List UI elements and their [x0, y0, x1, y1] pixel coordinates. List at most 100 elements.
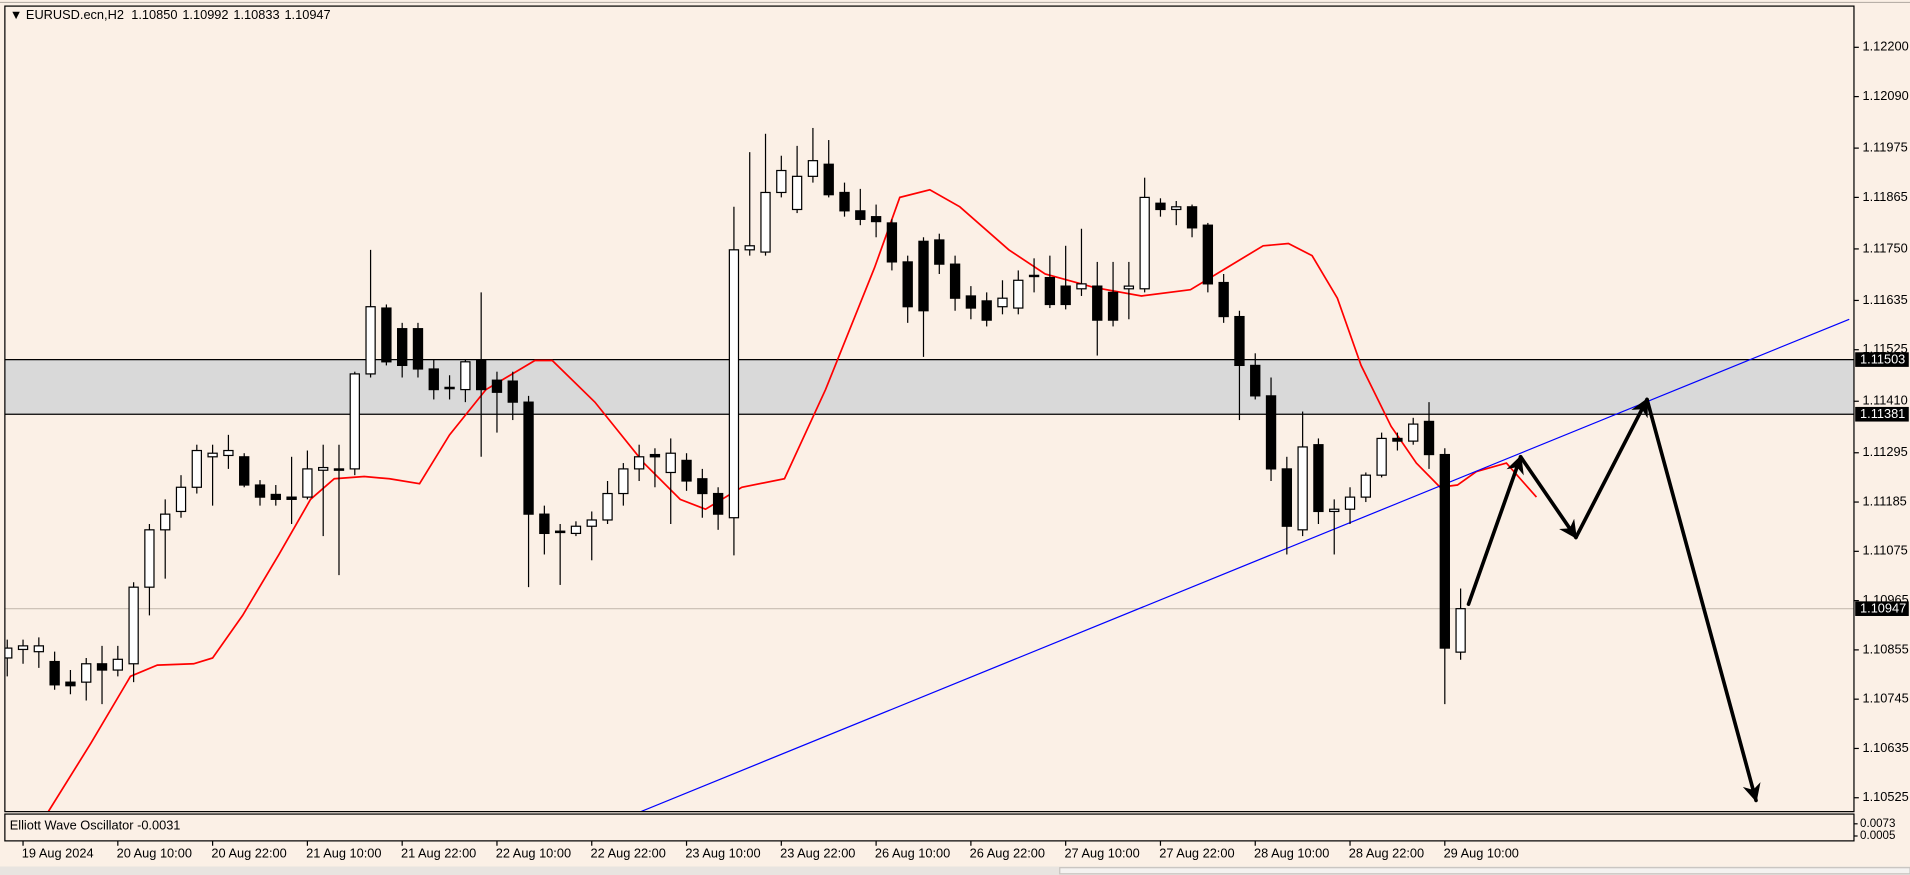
- candle-body: [397, 328, 408, 367]
- candle-body: [1408, 423, 1419, 442]
- candle-body: [4, 647, 13, 659]
- collapse-icon[interactable]: ▼: [10, 7, 26, 22]
- chart-header: ▼ EURUSD.ecn,H2 1.10850 1.10992 1.10833 1.10…: [10, 7, 331, 22]
- candle-body: [444, 386, 455, 390]
- candle-body: [1202, 224, 1214, 285]
- candle-body: [460, 361, 471, 391]
- price-tag-label: 1.11503: [1860, 352, 1905, 367]
- x-tick-label: 20 Aug 22:00: [211, 846, 286, 861]
- candle-body: [728, 249, 740, 519]
- candle-body: [586, 519, 597, 527]
- candle-body: [1281, 468, 1293, 527]
- price-tag: [1855, 406, 1909, 422]
- x-tick-label: 22 Aug 10:00: [496, 846, 571, 861]
- candle-body: [823, 163, 834, 196]
- wave-arrow: [1518, 454, 1578, 540]
- y-tick-label: 1.11410: [1862, 393, 1907, 408]
- ohlc-low: 1.10833: [233, 7, 279, 22]
- candle-body: [318, 466, 329, 471]
- candle-body: [17, 645, 29, 651]
- x-tick-label: 23 Aug 22:00: [780, 846, 855, 861]
- x-tick-label: 22 Aug 22:00: [591, 846, 666, 861]
- candle-body: [491, 379, 503, 393]
- candle-body: [1186, 206, 1198, 229]
- candle-body: [286, 496, 297, 500]
- candle-body: [1329, 508, 1340, 513]
- candle-body: [712, 492, 724, 515]
- x-tick-label: 21 Aug 22:00: [401, 846, 476, 861]
- candle-body: [776, 169, 787, 194]
- candle-body: [697, 478, 708, 495]
- candle-body: [855, 210, 866, 220]
- y-tick-label: 1.11075: [1862, 543, 1907, 558]
- x-tick-label: 23 Aug 10:00: [685, 846, 760, 861]
- ohlc-open: 1.10850: [131, 7, 177, 22]
- oscillator-frame: [4, 813, 1855, 842]
- candle-body: [1234, 315, 1245, 367]
- zone: [4, 359, 1854, 415]
- x-tick-label: 20 Aug 10:00: [117, 846, 192, 861]
- candle-body: [886, 222, 898, 263]
- candle-body: [1028, 274, 1040, 278]
- x-tick-label: 29 Aug 10:00: [1444, 846, 1519, 861]
- y-tick-label: 1.10745: [1862, 691, 1908, 706]
- candle-body: [633, 456, 645, 470]
- x-tick-label: 26 Aug 22:00: [970, 846, 1045, 861]
- moving-average: [47, 188, 1538, 812]
- candle-body: [33, 645, 45, 653]
- candle-body: [81, 663, 92, 683]
- candle-body: [254, 484, 266, 498]
- price-tag: [1855, 352, 1909, 367]
- candle-body: [918, 240, 929, 312]
- candle-body: [1265, 395, 1277, 470]
- candle-body: [1107, 291, 1119, 321]
- scrollbar-track[interactable]: [0, 866, 1910, 875]
- candle-body: [602, 492, 613, 521]
- candle-body: [412, 328, 424, 370]
- wave-arrow: [1574, 397, 1649, 540]
- plot-area: [4, 127, 1854, 812]
- price-tag-label: 1.10947: [1860, 601, 1906, 616]
- candle-body: [1123, 285, 1135, 290]
- candle-body: [681, 459, 692, 482]
- wave-arrow: [1645, 397, 1761, 803]
- y-tick-label: 1.10855: [1862, 641, 1908, 656]
- symbol: EURUSD.ecn,H2: [26, 7, 124, 22]
- candle-body: [65, 681, 76, 687]
- candle-body: [1360, 474, 1372, 498]
- candle-body: [1092, 285, 1103, 321]
- candle-body: [239, 456, 250, 486]
- candle-body: [934, 239, 945, 265]
- candle-body: [1455, 608, 1466, 653]
- ohlc-high: 1.10992: [182, 7, 228, 22]
- y-tick-label: 1.10525: [1862, 789, 1908, 804]
- x-tick-label: 26 Aug 10:00: [875, 846, 950, 861]
- candle-body: [1076, 283, 1087, 290]
- y-tick-label: 1.11295: [1862, 444, 1907, 459]
- candle-body: [744, 245, 755, 251]
- y-tick-label: 1.12200: [1862, 39, 1908, 54]
- candle-body: [870, 216, 882, 223]
- candle-body: [128, 586, 139, 665]
- price-tag: [1855, 601, 1909, 616]
- candle-body: [1423, 420, 1435, 456]
- scrollbar-thumb[interactable]: [1059, 867, 1910, 875]
- candle-body: [1155, 202, 1166, 211]
- y-tick-label: 1.12090: [1862, 88, 1908, 103]
- candle-body: [539, 513, 550, 535]
- candle-body: [1250, 364, 1261, 397]
- x-tick-label: 28 Aug 22:00: [1349, 846, 1424, 861]
- candle-body: [1344, 496, 1356, 510]
- x-tick-label: 28 Aug 10:00: [1254, 846, 1329, 861]
- candle-body: [570, 525, 582, 535]
- candle-body: [1439, 453, 1450, 649]
- x-tick-label: 19 Aug 2024: [22, 846, 94, 861]
- y-tick-label: 1.11865: [1862, 189, 1907, 204]
- candle-body: [112, 658, 124, 671]
- candle-body: [381, 307, 392, 363]
- candle-body: [270, 493, 281, 500]
- oscillator-label: Elliott Wave Oscillator -0.0031: [10, 818, 181, 833]
- y-tick-label: 1.11635: [1862, 292, 1907, 307]
